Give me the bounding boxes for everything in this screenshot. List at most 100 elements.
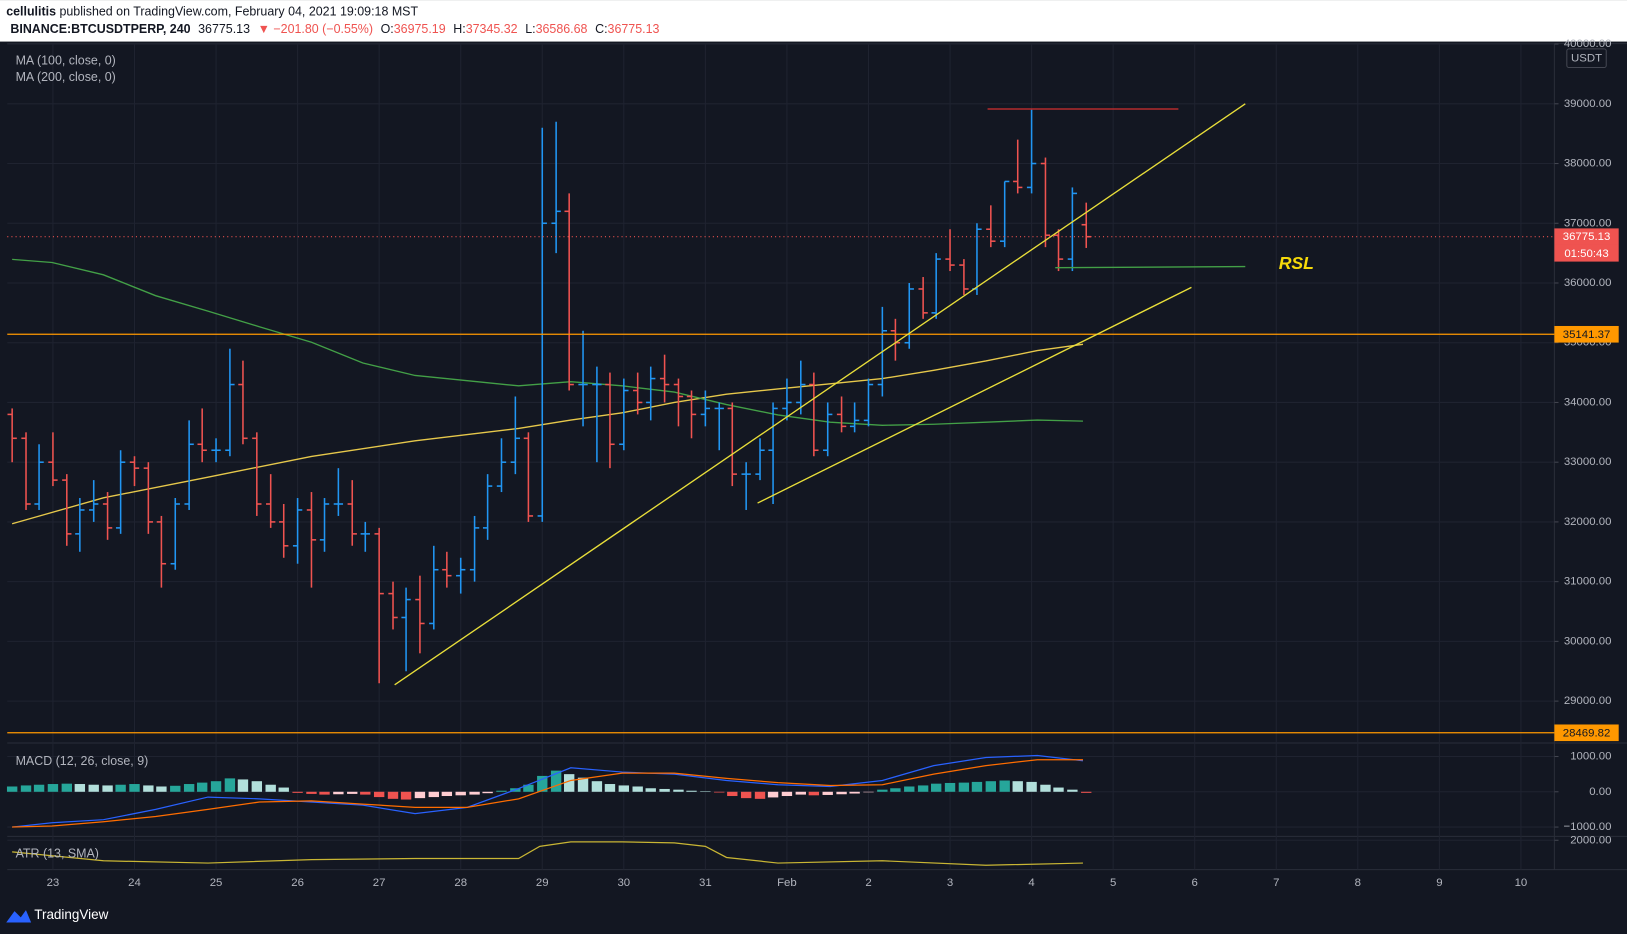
histogram-bar <box>577 777 589 792</box>
ohlc-value: 36975.19 <box>394 22 446 36</box>
histogram-bar <box>523 784 534 792</box>
histogram-bar <box>740 791 752 799</box>
histogram-bar <box>550 770 562 792</box>
price-change: ▼ −201.80 (−0.55%) <box>258 22 373 36</box>
histogram-bar <box>102 785 113 792</box>
histogram-bar <box>781 791 793 797</box>
y-tick-label: 37000.00 <box>1564 217 1612 229</box>
histogram-bar <box>944 782 956 792</box>
histogram-bar <box>183 784 195 792</box>
y-tick-label: 0.00 <box>1589 786 1611 798</box>
ohlc-value: 36775.13 <box>608 22 660 36</box>
histogram-bar <box>47 784 59 792</box>
histogram-bar <box>563 774 575 792</box>
x-tick-label: 2 <box>865 877 871 889</box>
histogram-bar <box>129 784 140 792</box>
x-tick-label: 25 <box>210 877 223 889</box>
histogram-bar <box>428 791 439 798</box>
histogram-bar <box>278 787 289 792</box>
histogram-bar <box>251 781 263 792</box>
histogram-bar <box>537 775 548 792</box>
histogram-bar <box>890 788 901 792</box>
header-line: cellulitis published on TradingView.com,… <box>6 5 418 19</box>
histogram-bar <box>33 784 45 792</box>
y-tick-label: −1000.00 <box>1564 821 1612 833</box>
histogram-bar <box>645 788 656 792</box>
x-tick-label: 7 <box>1273 877 1279 889</box>
histogram-bar <box>767 791 779 798</box>
y-tick-label: 31000.00 <box>1564 576 1612 588</box>
annotation: RSL <box>1279 253 1314 273</box>
histogram-bar <box>61 783 72 792</box>
x-tick-label: 30 <box>617 877 630 889</box>
x-tick-label: 26 <box>291 877 304 889</box>
symbol: BINANCE:BTCUSDTPERP, 240 <box>10 22 190 36</box>
histogram-bar <box>196 782 208 792</box>
y-tick-label: 34000.00 <box>1564 396 1612 408</box>
histogram-bar <box>1026 781 1037 792</box>
x-tick-label: 8 <box>1355 877 1361 889</box>
currency: USDT <box>1571 53 1602 65</box>
level-label: 35141.37 <box>1563 329 1611 341</box>
x-tick-label: Feb <box>777 877 797 889</box>
y-tick-label: 2000.00 <box>1570 834 1611 846</box>
ma-line <box>11 343 1084 525</box>
y-tick-label: 29000.00 <box>1564 695 1612 707</box>
logo-icon <box>6 910 32 923</box>
ohlc-value: 36586.68 <box>536 22 588 36</box>
histogram-bar <box>143 785 154 792</box>
level-label-box <box>1554 325 1619 343</box>
histogram-bar <box>754 791 766 799</box>
macd-line <box>12 759 1083 828</box>
level-label-box <box>1554 724 1619 742</box>
last-price: 36775.13 <box>198 22 250 36</box>
histogram-bar <box>1012 781 1023 792</box>
histogram-bar <box>930 783 942 792</box>
histogram-bar <box>88 784 99 792</box>
histogram-bar <box>849 791 860 794</box>
x-tick-label: 10 <box>1515 877 1528 889</box>
histogram-bar <box>727 791 738 797</box>
histogram-bar <box>6 786 18 792</box>
brand: TradingView <box>34 907 108 922</box>
histogram-bar <box>441 791 453 797</box>
x-tick-label: 27 <box>373 877 386 889</box>
histogram-bar <box>808 791 820 796</box>
histogram-bar <box>795 791 806 795</box>
header-bar <box>0 0 1627 42</box>
ohlc-label: C: <box>595 22 607 36</box>
ohlc-label: L: <box>525 22 535 36</box>
histogram-bar <box>115 784 126 792</box>
histogram-bar <box>999 780 1010 792</box>
price-label: 36775.13 <box>1563 231 1611 243</box>
macd-line <box>12 754 1084 828</box>
histogram-bar <box>319 791 330 795</box>
x-tick-label: 3 <box>947 877 953 889</box>
y-tick-label: 39000.00 <box>1564 98 1612 110</box>
histogram-bar <box>224 778 236 792</box>
histogram-bar <box>958 782 970 792</box>
x-tick-label: 24 <box>128 877 141 889</box>
histogram-bar <box>292 791 303 793</box>
histogram-bar <box>373 791 385 798</box>
x-tick-label: 9 <box>1436 877 1442 889</box>
x-tick-label: 4 <box>1028 877 1035 889</box>
histogram-bar <box>347 791 358 794</box>
y-tick-label: 40000.00 <box>1564 38 1612 50</box>
author: cellulitis <box>6 5 56 19</box>
histogram-bar <box>482 791 493 794</box>
histogram-bar <box>265 784 276 792</box>
x-tick-label: 29 <box>536 877 549 889</box>
histogram-bar <box>455 791 466 796</box>
histogram-bar <box>877 789 888 792</box>
histogram-bar <box>1067 789 1078 792</box>
legend-entry: MA (100, close, 0) <box>16 54 116 68</box>
histogram-bar <box>387 791 399 799</box>
histogram-bar <box>333 791 344 795</box>
y-tick-label: 33000.00 <box>1564 456 1612 468</box>
histogram-bar <box>714 791 725 793</box>
histogram-bar <box>210 781 222 792</box>
